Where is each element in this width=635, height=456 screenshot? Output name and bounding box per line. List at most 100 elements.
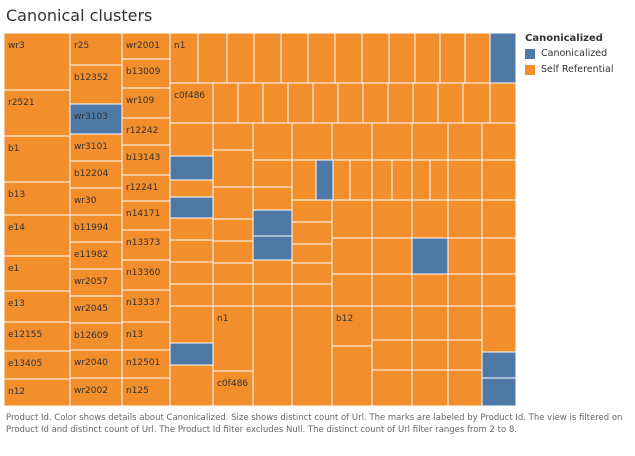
treemap-cell[interactable] bbox=[447, 273, 483, 307]
treemap-cell[interactable] bbox=[481, 159, 517, 201]
treemap-cell[interactable] bbox=[362, 82, 389, 124]
treemap-cell[interactable] bbox=[437, 82, 464, 124]
treemap-cell[interactable] bbox=[212, 218, 254, 242]
treemap-cell-b13143[interactable] bbox=[121, 144, 171, 176]
treemap-cell[interactable] bbox=[337, 82, 364, 124]
treemap-cell[interactable] bbox=[481, 237, 517, 275]
treemap-cell[interactable] bbox=[280, 32, 309, 84]
treemap-cell-b12352[interactable] bbox=[69, 64, 123, 105]
treemap-cell[interactable] bbox=[411, 199, 449, 239]
treemap-cell-n13360[interactable] bbox=[121, 259, 171, 291]
treemap-cell[interactable] bbox=[331, 199, 373, 239]
treemap-cell[interactable] bbox=[253, 32, 282, 84]
treemap-cell-wr30[interactable] bbox=[69, 187, 123, 216]
treemap-cell[interactable] bbox=[252, 186, 293, 211]
treemap-cell-wr2001[interactable] bbox=[121, 32, 171, 60]
treemap-cell[interactable] bbox=[212, 82, 239, 124]
treemap-cell[interactable] bbox=[412, 82, 439, 124]
treemap-cell[interactable] bbox=[388, 32, 416, 84]
treemap-cell[interactable] bbox=[252, 283, 293, 307]
treemap-cell[interactable] bbox=[391, 159, 413, 201]
treemap-cell[interactable] bbox=[371, 369, 413, 407]
treemap-cell[interactable] bbox=[387, 82, 414, 124]
treemap-cell[interactable] bbox=[414, 32, 441, 84]
treemap-cell[interactable] bbox=[411, 159, 431, 201]
treemap-cell[interactable] bbox=[169, 179, 214, 198]
treemap-cell[interactable] bbox=[332, 159, 351, 201]
treemap-cell[interactable] bbox=[212, 149, 254, 188]
treemap-cell[interactable] bbox=[226, 32, 255, 84]
treemap-cell[interactable] bbox=[212, 240, 254, 264]
treemap-cell[interactable] bbox=[252, 305, 293, 407]
treemap-cell[interactable] bbox=[481, 377, 517, 407]
treemap-cell[interactable] bbox=[312, 82, 339, 124]
treemap-cell[interactable] bbox=[197, 32, 228, 84]
treemap-cell[interactable] bbox=[481, 351, 517, 379]
treemap-cell[interactable] bbox=[481, 122, 517, 161]
treemap-cell[interactable] bbox=[331, 273, 373, 307]
treemap-cell[interactable] bbox=[252, 259, 293, 285]
treemap-cell[interactable] bbox=[371, 199, 413, 239]
treemap-cell-c0f486[interactable] bbox=[169, 82, 214, 124]
legend-item-canonicalized[interactable]: Canonicalized bbox=[525, 48, 613, 59]
treemap-cell-wr3101[interactable] bbox=[69, 133, 123, 162]
treemap-cell[interactable] bbox=[169, 364, 214, 407]
treemap-cell[interactable] bbox=[287, 82, 314, 124]
treemap-cell[interactable] bbox=[439, 32, 466, 84]
treemap-cell[interactable] bbox=[212, 262, 254, 285]
treemap-cell[interactable] bbox=[334, 32, 363, 84]
treemap-cell[interactable] bbox=[262, 82, 289, 124]
treemap-cell[interactable] bbox=[411, 273, 449, 307]
treemap-cell[interactable] bbox=[371, 159, 393, 201]
treemap-cell[interactable] bbox=[411, 305, 449, 341]
treemap-cell[interactable] bbox=[252, 159, 293, 188]
treemap-cell[interactable] bbox=[447, 305, 483, 341]
treemap-cell[interactable] bbox=[371, 339, 413, 371]
treemap-cell[interactable] bbox=[169, 239, 214, 263]
treemap-cell[interactable] bbox=[169, 217, 214, 241]
treemap-cell[interactable] bbox=[291, 262, 333, 285]
treemap-cell[interactable] bbox=[212, 122, 254, 151]
treemap-cell[interactable] bbox=[411, 369, 449, 407]
treemap-cell[interactable] bbox=[411, 237, 449, 275]
treemap-cell[interactable] bbox=[169, 122, 214, 157]
treemap-cell[interactable] bbox=[447, 237, 483, 275]
treemap-cell[interactable] bbox=[315, 159, 334, 201]
treemap-cell[interactable] bbox=[481, 305, 517, 353]
treemap-cell[interactable] bbox=[169, 155, 214, 181]
treemap-cell-e13[interactable] bbox=[3, 290, 71, 323]
treemap-cell-n12[interactable] bbox=[3, 378, 71, 407]
treemap-cell[interactable] bbox=[212, 283, 254, 307]
treemap-cell[interactable] bbox=[489, 32, 517, 84]
treemap-cell[interactable] bbox=[481, 273, 517, 307]
treemap-cell[interactable] bbox=[291, 199, 333, 223]
treemap-cell[interactable] bbox=[371, 237, 413, 275]
treemap-cell[interactable] bbox=[371, 273, 413, 307]
treemap-cell-b11994[interactable] bbox=[69, 214, 123, 243]
treemap-cell-e1[interactable] bbox=[3, 255, 71, 292]
treemap-cell[interactable] bbox=[291, 305, 333, 407]
treemap-cell[interactable] bbox=[307, 32, 336, 84]
treemap-cell[interactable] bbox=[411, 339, 449, 371]
treemap-cell[interactable] bbox=[331, 237, 373, 275]
treemap-cell-e14[interactable] bbox=[3, 214, 71, 257]
treemap-cell[interactable] bbox=[169, 261, 214, 285]
treemap-cell[interactable] bbox=[481, 199, 517, 239]
treemap-cell-b1[interactable] bbox=[3, 135, 71, 183]
treemap-cell-e11982[interactable] bbox=[69, 241, 123, 270]
treemap-cell[interactable] bbox=[447, 369, 483, 407]
treemap-cell[interactable] bbox=[349, 159, 373, 201]
treemap-cell[interactable] bbox=[371, 305, 413, 341]
treemap-cell[interactable] bbox=[169, 305, 214, 344]
treemap-cell[interactable] bbox=[447, 122, 483, 161]
treemap-cell-r2521[interactable] bbox=[3, 89, 71, 137]
treemap-cell-r12241[interactable] bbox=[121, 174, 171, 202]
treemap-cell-b12[interactable] bbox=[331, 305, 373, 347]
treemap-cell[interactable] bbox=[371, 122, 413, 161]
treemap-cell-b13[interactable] bbox=[3, 181, 71, 216]
treemap-cell-b12609[interactable] bbox=[69, 322, 123, 351]
treemap-cell[interactable] bbox=[169, 196, 214, 219]
legend-item-self-referential[interactable]: Self Referential bbox=[525, 64, 613, 75]
treemap-cell-r12242[interactable] bbox=[121, 117, 171, 146]
treemap-cell[interactable] bbox=[169, 283, 214, 307]
